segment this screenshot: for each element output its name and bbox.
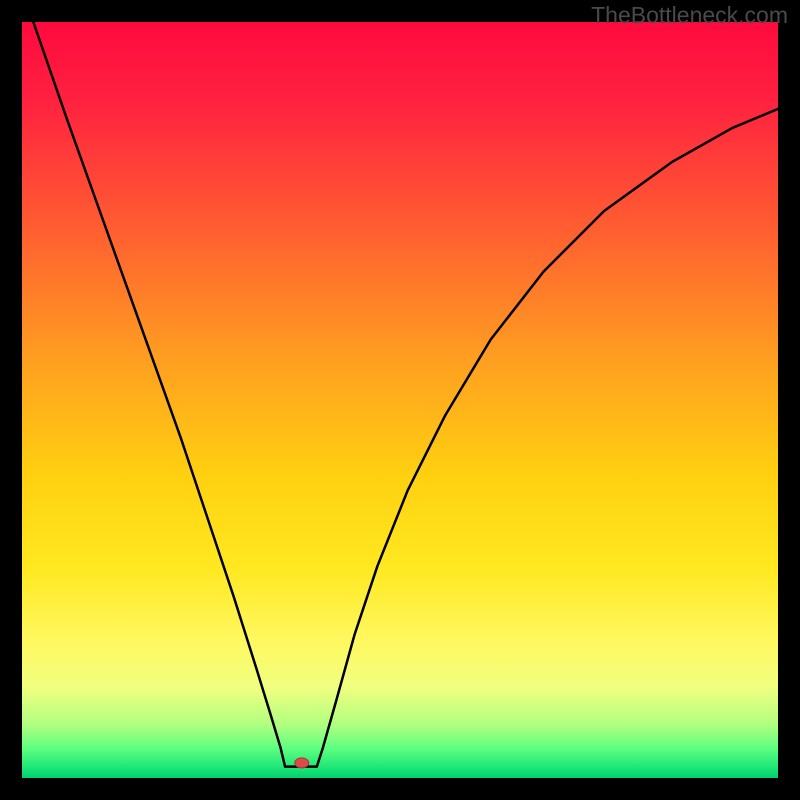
plot-area (22, 22, 778, 778)
optimal-point-marker (295, 758, 309, 768)
bottleneck-curve (33, 22, 778, 767)
watermark-text: TheBottleneck.com (591, 2, 788, 29)
curve-layer (22, 22, 778, 778)
chart-container: TheBottleneck.com (0, 0, 800, 800)
